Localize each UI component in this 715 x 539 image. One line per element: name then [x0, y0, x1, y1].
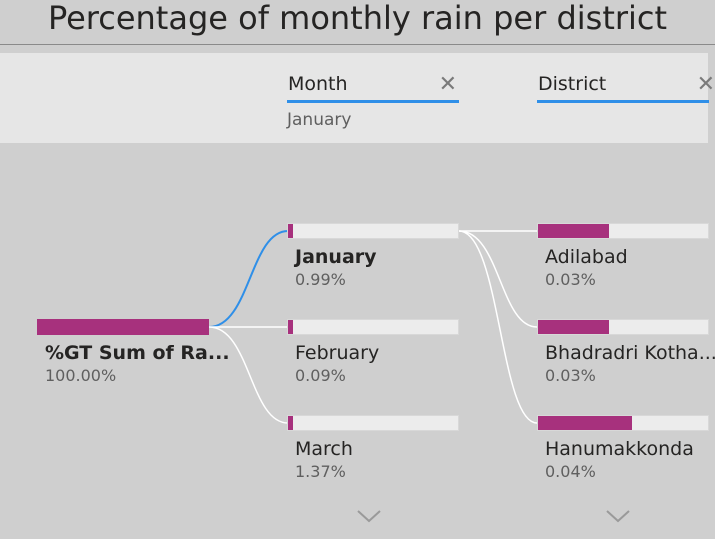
district-label: Hanumakkonda	[545, 438, 694, 460]
close-icon[interactable]: ✕	[696, 72, 715, 97]
district-bar-fill	[538, 320, 610, 334]
month-bar-fill	[288, 224, 294, 238]
district-bar	[537, 319, 709, 335]
month-bar	[287, 223, 459, 239]
connector-root-march	[208, 326, 289, 424]
district-value: 0.04%	[545, 462, 596, 481]
district-label: Adilabad	[545, 246, 628, 268]
level-header-label: Month	[288, 73, 348, 95]
chevron-down-icon[interactable]	[605, 508, 631, 524]
connector-root-january	[208, 230, 289, 328]
level-selected-month: January	[287, 110, 352, 130]
chevron-down-icon[interactable]	[356, 508, 382, 524]
month-label: February	[295, 342, 380, 364]
connector-january-hanumakkonda	[458, 230, 538, 424]
month-value: 0.09%	[295, 366, 346, 385]
close-icon[interactable]: ✕	[438, 72, 457, 97]
level-header-label: District	[538, 73, 607, 95]
district-value: 0.03%	[545, 270, 596, 289]
month-bar-fill	[288, 320, 294, 334]
month-label: March	[295, 438, 353, 460]
district-bar	[537, 415, 709, 431]
root-value: 100.00%	[45, 366, 117, 385]
level-header-underline	[287, 100, 459, 103]
level-header-panel	[0, 53, 708, 143]
level-header-underline	[537, 100, 709, 103]
month-bar-fill	[288, 416, 294, 430]
title-divider	[0, 44, 715, 45]
district-value: 0.03%	[545, 366, 596, 385]
month-value: 1.37%	[295, 462, 346, 481]
month-value: 0.99%	[295, 270, 346, 289]
root-bar	[37, 319, 209, 335]
root-bar-fill	[37, 319, 209, 335]
district-label: Bhadradri Kotha...	[545, 342, 715, 364]
month-label: January	[295, 246, 377, 268]
district-bar-fill	[538, 224, 610, 238]
month-bar	[287, 415, 459, 431]
root-label: %GT Sum of Ra...	[45, 342, 230, 364]
page-title: Percentage of monthly rain per district	[47, 0, 668, 37]
district-bar-fill	[538, 416, 632, 430]
month-bar	[287, 319, 459, 335]
district-bar	[537, 223, 709, 239]
level-header-month[interactable]: Month ✕	[287, 72, 459, 104]
level-header-district[interactable]: District ✕	[537, 72, 715, 104]
connector-january-bhadradri	[458, 230, 538, 328]
